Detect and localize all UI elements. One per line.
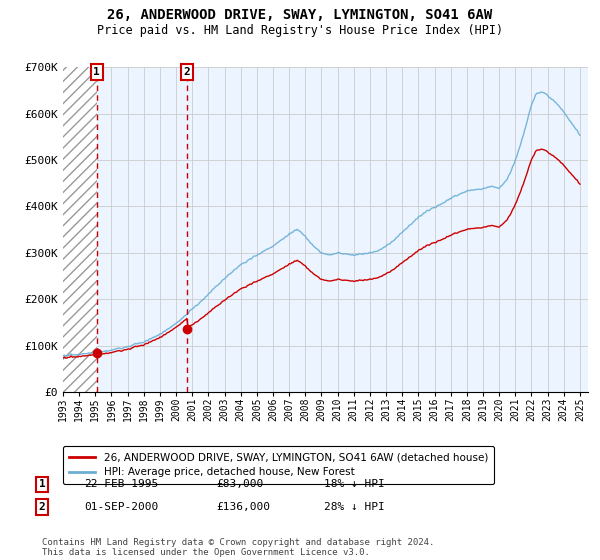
Text: 22-FEB-1995: 22-FEB-1995 [84, 479, 158, 489]
Text: £136,000: £136,000 [216, 502, 270, 512]
Text: 28% ↓ HPI: 28% ↓ HPI [324, 502, 385, 512]
Text: 2: 2 [38, 502, 46, 512]
Text: 1: 1 [93, 67, 100, 77]
Text: 18% ↓ HPI: 18% ↓ HPI [324, 479, 385, 489]
Text: £83,000: £83,000 [216, 479, 263, 489]
Text: 01-SEP-2000: 01-SEP-2000 [84, 502, 158, 512]
Text: 26, ANDERWOOD DRIVE, SWAY, LYMINGTON, SO41 6AW: 26, ANDERWOOD DRIVE, SWAY, LYMINGTON, SO… [107, 8, 493, 22]
Legend: 26, ANDERWOOD DRIVE, SWAY, LYMINGTON, SO41 6AW (detached house), HPI: Average pr: 26, ANDERWOOD DRIVE, SWAY, LYMINGTON, SO… [63, 446, 494, 484]
Text: Price paid vs. HM Land Registry's House Price Index (HPI): Price paid vs. HM Land Registry's House … [97, 24, 503, 36]
Text: 2: 2 [184, 67, 190, 77]
Bar [63, 67, 97, 392]
Text: Contains HM Land Registry data © Crown copyright and database right 2024.
This d: Contains HM Land Registry data © Crown c… [42, 538, 434, 557]
Text: 1: 1 [38, 479, 46, 489]
